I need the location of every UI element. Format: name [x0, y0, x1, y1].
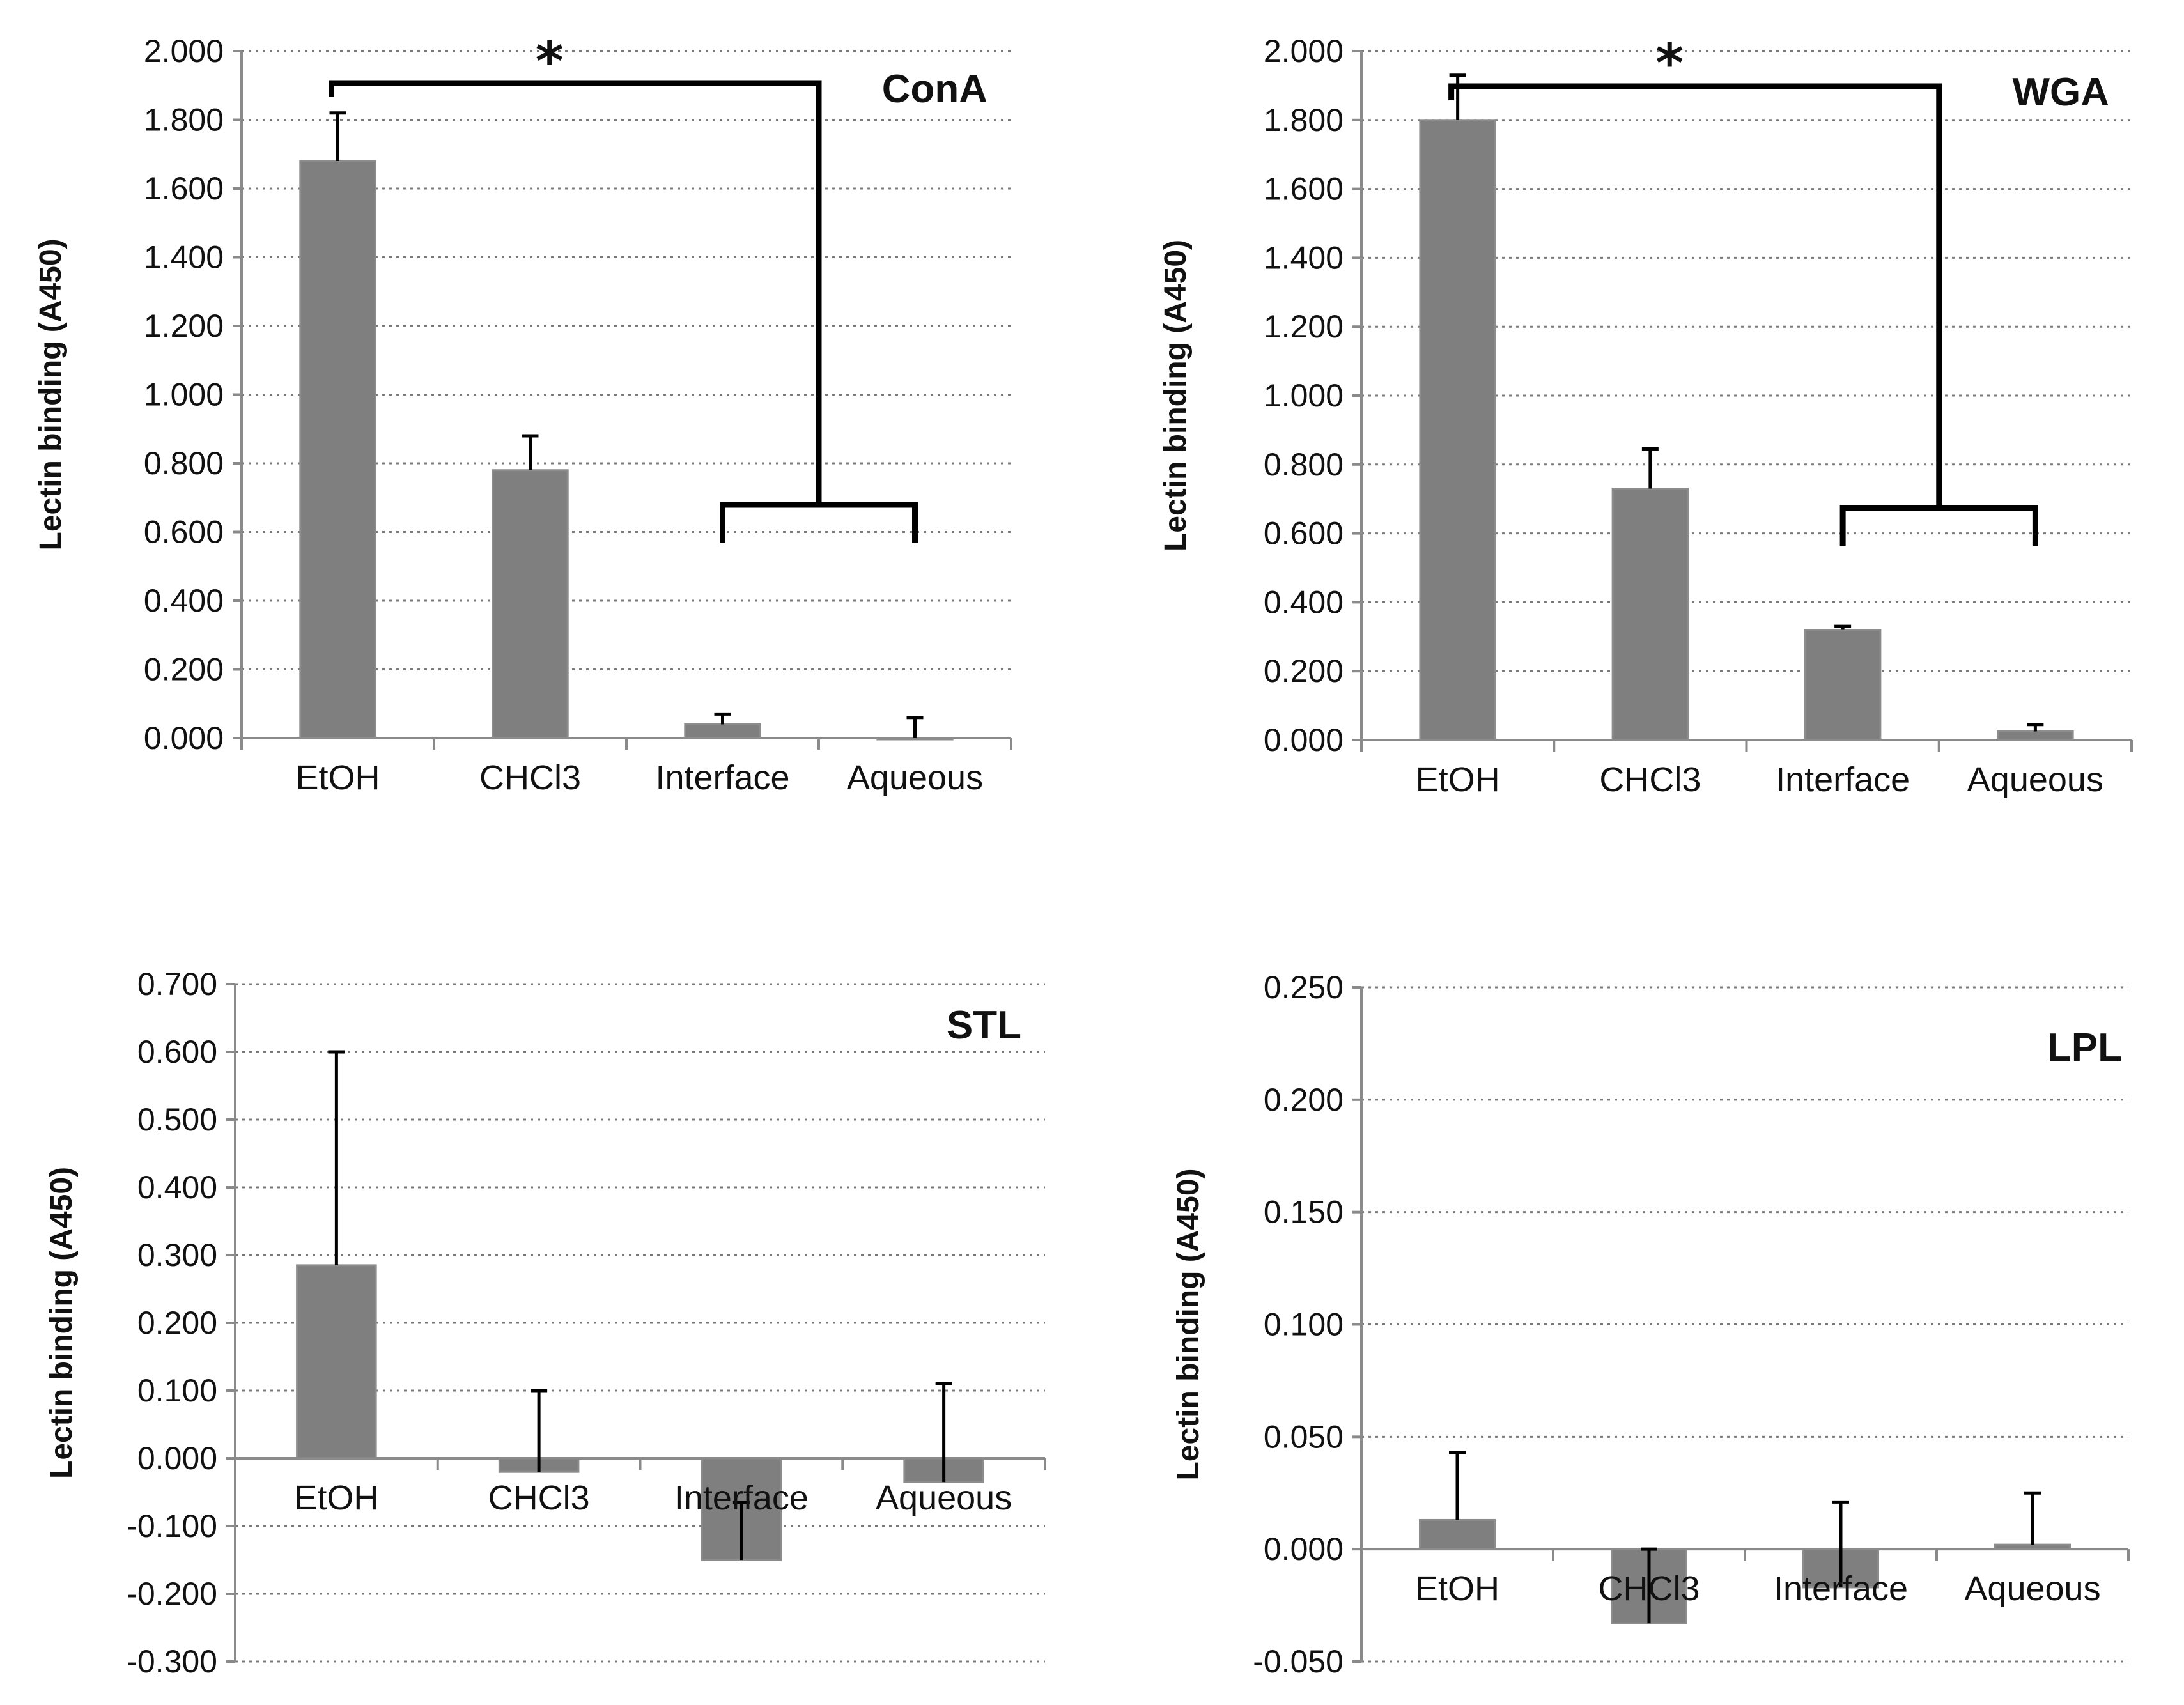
y-tick-label: 0.200 — [137, 1305, 217, 1341]
category-label: EtOH — [1415, 1570, 1499, 1608]
y-tick-label: 2.000 — [1264, 33, 1344, 69]
y-tick-label: 1.600 — [1264, 171, 1344, 207]
bar-chcl3 — [492, 469, 569, 739]
category-label: Aqueous — [847, 759, 983, 797]
y-tick-label: 1.400 — [1264, 240, 1344, 275]
category-label: CHCl3 — [479, 759, 581, 797]
bar-aqueous — [1994, 1543, 2071, 1550]
panel-title: WGA — [2012, 70, 2109, 114]
y-tick-label: 0.700 — [137, 966, 217, 1002]
category-label: Interface — [655, 759, 789, 797]
y-tick-label: 0.200 — [1264, 1082, 1344, 1118]
category-label: Aqueous — [1967, 760, 2103, 799]
y-tick-label: 0.600 — [137, 1034, 217, 1070]
panel-cona: 0.000 0.200 0.400 0.600 0.800 1.000 1.200 1.400… — [34, 30, 1012, 797]
category-label: Interface — [1776, 760, 1910, 799]
bar-chcl3 — [1611, 488, 1689, 741]
category-label: Interface — [1774, 1570, 1908, 1608]
panel-title: ConA — [882, 67, 987, 111]
bar-etoh — [296, 1264, 377, 1460]
category-label: Aqueous — [1964, 1570, 2100, 1608]
y-tick-label: 0.200 — [144, 652, 224, 688]
y-tick-label: 0.400 — [137, 1169, 217, 1205]
bar-aqueous — [1997, 730, 2074, 741]
significance-bracket — [1448, 83, 1942, 508]
y-tick-label: 1.800 — [144, 102, 224, 138]
y-tick-label: -0.050 — [1253, 1644, 1344, 1679]
y-tick-label: 0.300 — [137, 1237, 217, 1273]
panel-wga: 0.000 0.200 0.400 0.600 0.800 1.000 1.200 1.400… — [1159, 32, 2133, 799]
panel-title: LPL — [2047, 1026, 2122, 1070]
y-tick-label: 0.600 — [144, 514, 224, 550]
y-tick-label: 0.200 — [1264, 653, 1344, 689]
y-axis-title: Lectin binding (A450) — [34, 238, 68, 550]
category-label: CHCl3 — [1598, 1570, 1700, 1608]
significance-star: * — [536, 30, 564, 93]
category-label: Interface — [674, 1479, 809, 1517]
panel-lpl: -0.050 0.000 0.050 0.100 0.150 0.200 0.250 EtOH… — [1172, 969, 2130, 1679]
y-tick-label: -0.100 — [127, 1508, 217, 1544]
panel-stl: -0.300 -0.200 -0.100 0.000 0.100 0.200 0.300 0.… — [45, 966, 1046, 1679]
bar-interface — [1804, 629, 1882, 741]
y-tick-label: 0.100 — [137, 1373, 217, 1408]
y-tick-label: 0.800 — [144, 445, 224, 481]
y-axis-title: Lectin binding (A450) — [1172, 1168, 1205, 1480]
y-axis-title: Lectin binding (A450) — [45, 1167, 79, 1479]
y-tick-label: 2.000 — [144, 33, 224, 69]
y-tick-label: 0.400 — [144, 583, 224, 619]
significance-group-bracket — [720, 502, 918, 543]
y-tick-label: 1.200 — [144, 308, 224, 344]
y-tick-label: 0.050 — [1264, 1419, 1344, 1454]
y-tick-label: 0.000 — [1264, 1531, 1344, 1567]
bar-etoh — [1419, 119, 1496, 741]
y-tick-label: 0.150 — [1264, 1194, 1344, 1230]
y-tick-label: 0.400 — [1264, 584, 1344, 620]
y-tick-label: 0.000 — [137, 1440, 217, 1476]
y-tick-label: 1.800 — [1264, 102, 1344, 138]
bar-etoh — [1419, 1518, 1496, 1550]
y-tick-label: 0.100 — [1264, 1307, 1344, 1343]
y-tick-label: 0.250 — [1264, 969, 1344, 1005]
significance-star: * — [1655, 32, 1684, 95]
bar-aqueous — [876, 737, 954, 741]
category-label: CHCl3 — [488, 1479, 590, 1517]
y-tick-label: 1.200 — [1264, 309, 1344, 344]
significance-group-bracket — [1839, 505, 2038, 546]
category-label: EtOH — [294, 1479, 378, 1517]
y-tick-label: 0.800 — [1264, 447, 1344, 482]
y-tick-label: 1.400 — [144, 240, 224, 275]
y-tick-label: 0.000 — [1264, 722, 1344, 758]
y-tick-label: -0.200 — [127, 1576, 217, 1612]
category-label: Aqueous — [876, 1479, 1012, 1517]
y-tick-label: 0.000 — [144, 720, 224, 756]
panel-title: STL — [947, 1003, 1021, 1047]
bar-etoh — [299, 160, 376, 739]
y-tick-label: -0.300 — [127, 1644, 217, 1679]
category-label: CHCl3 — [1599, 760, 1701, 799]
bar-interface — [684, 723, 761, 739]
category-label: EtOH — [295, 759, 380, 797]
y-axis-title: Lectin binding (A450) — [1159, 240, 1193, 552]
category-label: EtOH — [1416, 760, 1500, 799]
significance-bracket — [329, 80, 822, 505]
y-tick-label: 0.600 — [1264, 516, 1344, 552]
y-tick-label: 1.600 — [144, 171, 224, 206]
y-tick-label: 0.500 — [137, 1102, 217, 1138]
y-tick-label: 1.000 — [144, 377, 224, 413]
y-tick-label: 1.000 — [1264, 378, 1344, 413]
